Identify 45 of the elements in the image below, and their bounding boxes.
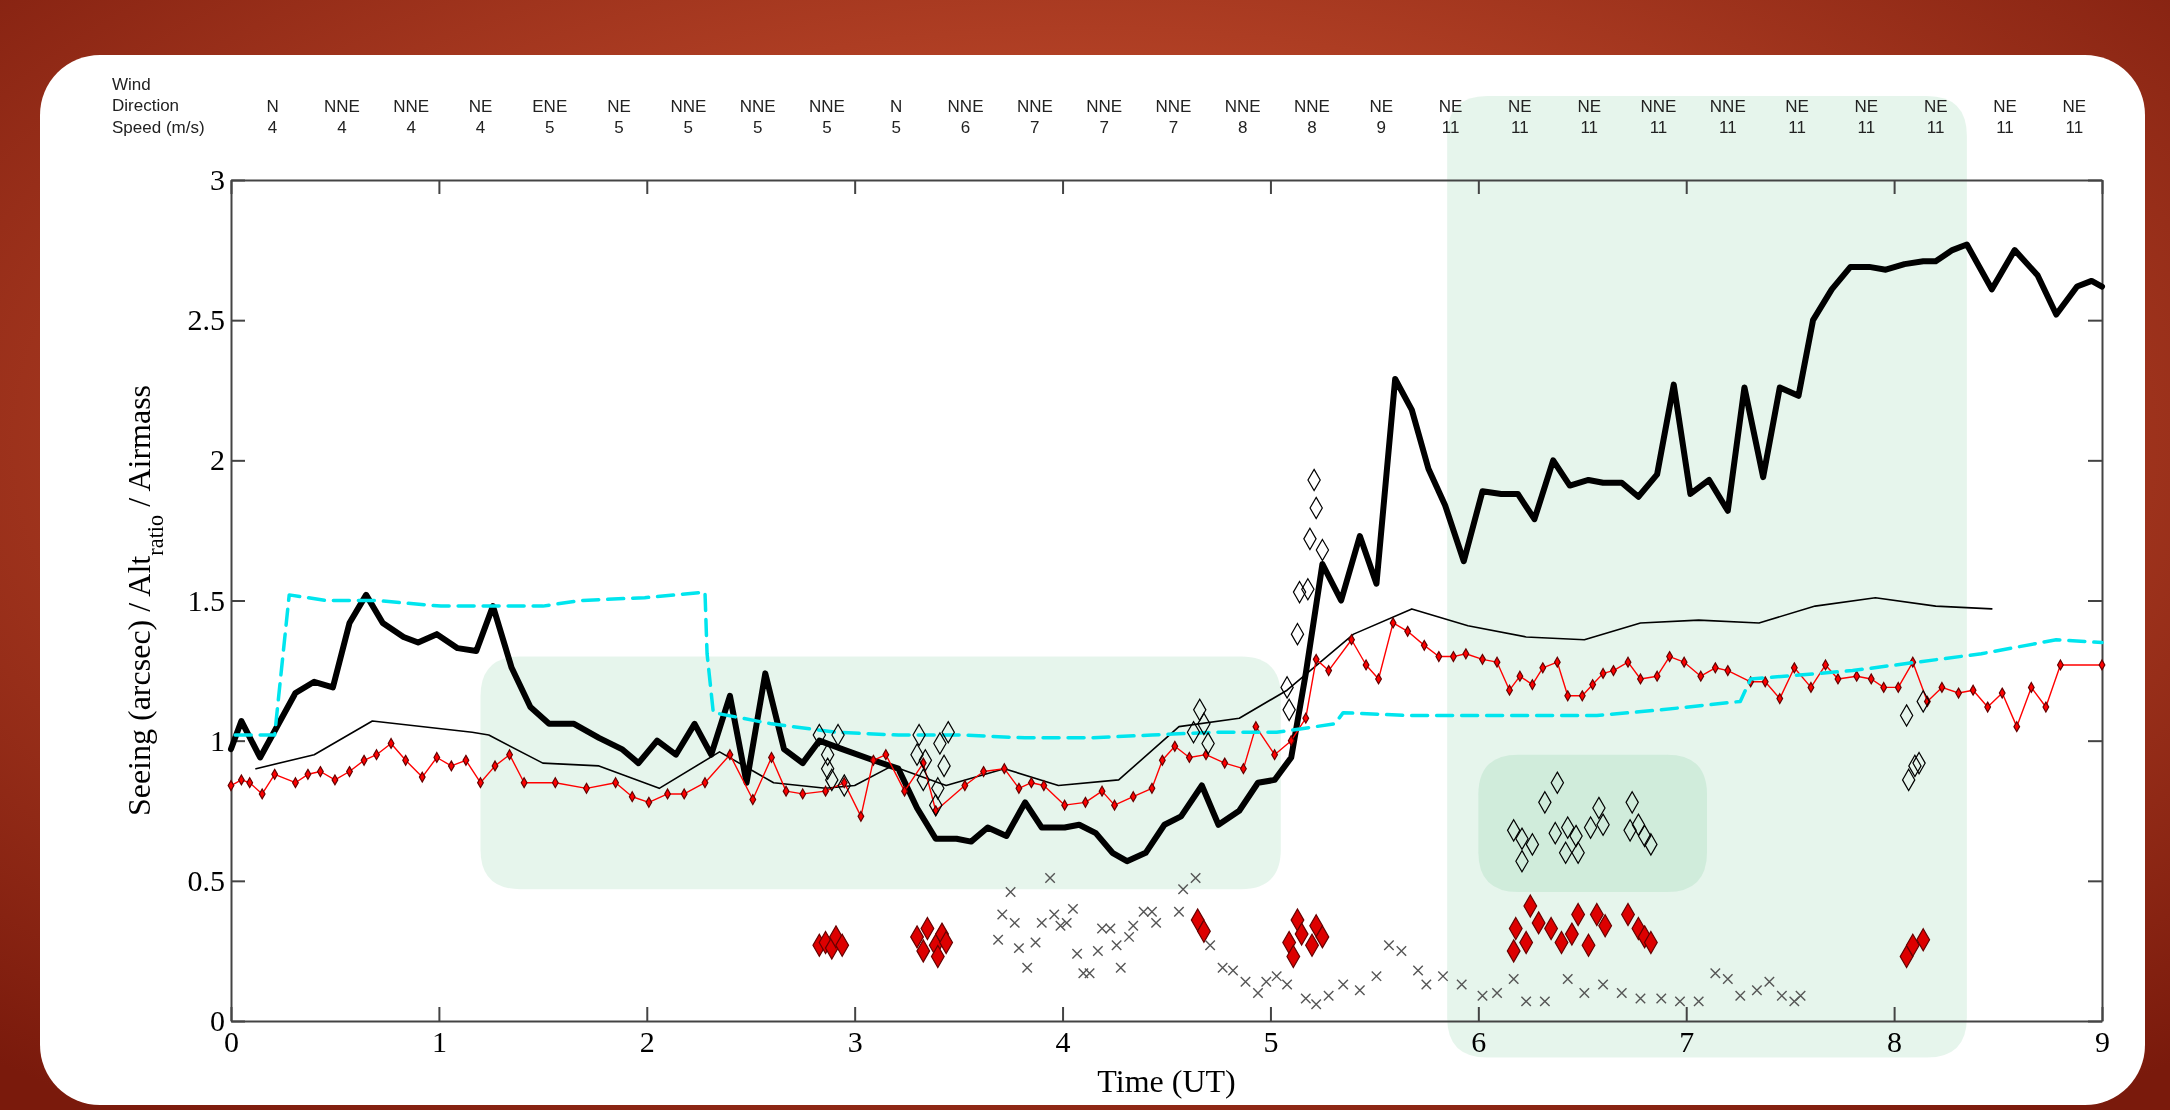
text: NE 9 <box>1369 97 1394 138</box>
text: N 4 <box>266 97 279 138</box>
text: NNE 5 <box>670 97 707 138</box>
y-tick-label: 2.5 <box>187 303 225 337</box>
text: NNE 7 <box>1016 97 1053 138</box>
text: NE 4 <box>468 97 493 138</box>
text: NE 11 <box>1577 97 1602 138</box>
text: NNE 7 <box>1086 97 1123 138</box>
y-tick-label: 0 <box>210 1004 225 1038</box>
text: NE 11 <box>1854 97 1879 138</box>
x-tick-label: 3 <box>847 1025 863 1059</box>
text: Wind Direction Speed (m/s) <box>112 75 205 137</box>
text: NNE 4 <box>393 97 430 138</box>
text: NNE 11 <box>1709 97 1746 138</box>
text: NE 11 <box>1785 97 1809 138</box>
text: NE 5 <box>607 97 631 138</box>
text: NNE 8 <box>1294 97 1330 138</box>
y-tick-label: 1 <box>210 723 225 757</box>
x-tick-label: 2 <box>639 1025 655 1059</box>
text: NNE 8 <box>1224 97 1261 138</box>
x-axis-title: Time (UT) <box>1097 1063 1236 1099</box>
x-tick-label: 4 <box>1055 1025 1071 1059</box>
x-tick-label: 6 <box>1471 1025 1487 1059</box>
text: NNE 5 <box>739 97 776 138</box>
x-tick-label: 8 <box>1887 1025 1903 1059</box>
text: NE 11 <box>2062 97 2087 138</box>
text: NNE 4 <box>323 97 360 138</box>
x-tick-label: 5 <box>1263 1025 1279 1059</box>
y-tick-label: 2 <box>210 443 225 477</box>
y-tick-label: 1.5 <box>187 583 225 617</box>
text: N 5 <box>890 97 903 138</box>
text: NNE 5 <box>808 97 845 138</box>
y-tick-label: 3 <box>210 163 225 197</box>
y-tick-label: 0.5 <box>187 863 225 897</box>
text: ENE 5 <box>532 97 568 138</box>
text: NNE 7 <box>1155 97 1192 138</box>
text: NE 11 <box>1508 97 1532 138</box>
text: NNE 11 <box>1640 97 1677 138</box>
text: NE 11 <box>1923 97 1948 138</box>
text: NE 11 <box>1993 97 2017 138</box>
x-tick-label: 7 <box>1679 1025 1695 1059</box>
text: NNE 6 <box>947 97 984 138</box>
x-tick-label: 1 <box>431 1025 447 1059</box>
text: NE 11 <box>1438 97 1463 138</box>
x-tick-label: 9 <box>2095 1025 2110 1059</box>
